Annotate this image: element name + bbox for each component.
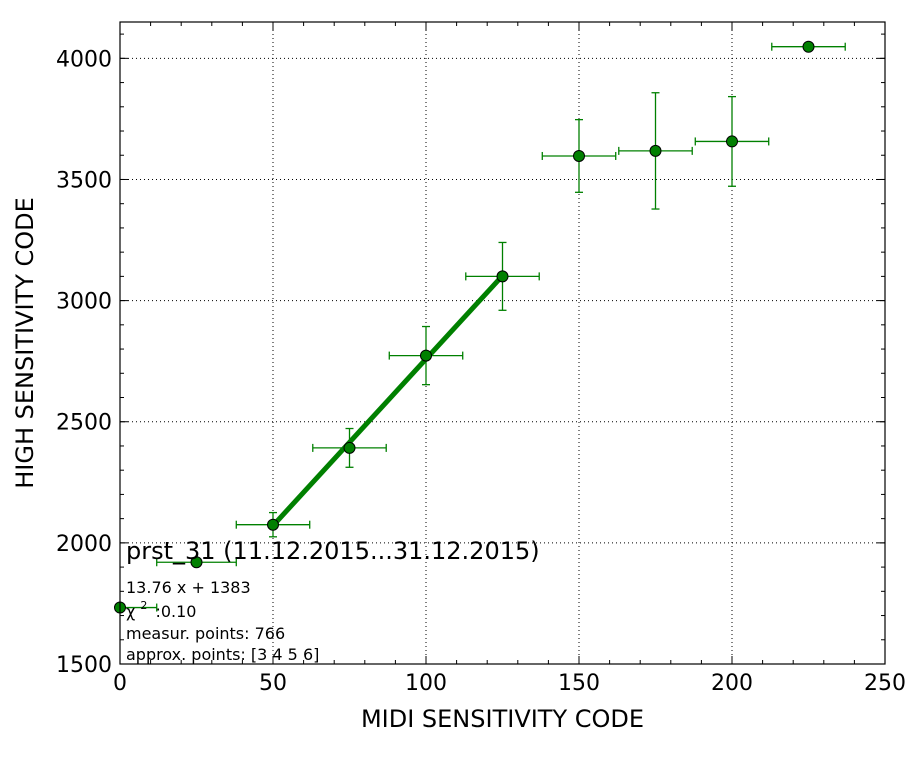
data-point xyxy=(235,511,311,538)
fit-line-layer xyxy=(271,273,505,528)
point-marker xyxy=(726,135,738,148)
data-point xyxy=(541,118,617,193)
data-point xyxy=(694,95,770,187)
data-point xyxy=(312,427,387,468)
point-marker xyxy=(343,441,356,454)
y-tick-label: 4000 xyxy=(56,47,112,72)
grid xyxy=(120,22,885,664)
y-tick-label: 3500 xyxy=(56,168,112,193)
x-tick-label: 100 xyxy=(405,671,447,696)
point-marker xyxy=(573,149,585,162)
x-axis-label: MIDI SENSITIVITY CODE xyxy=(361,705,644,733)
y-tick-label: 1500 xyxy=(56,653,112,678)
data-points xyxy=(114,40,846,614)
chi-value: :0.10 xyxy=(155,602,196,621)
point-marker xyxy=(190,556,203,569)
plot-frame xyxy=(119,21,886,665)
y-tick-label: 3000 xyxy=(56,290,112,315)
annotation-measur-points: measur. points: 766 xyxy=(126,624,285,643)
x-tick-labels: 0 50 100 150 200 250 xyxy=(113,671,906,696)
data-point xyxy=(771,40,846,53)
point-marker xyxy=(649,144,662,157)
data-point xyxy=(156,556,237,569)
y-tick-labels: 1500 2000 2500 3000 3500 4000 xyxy=(56,47,112,678)
point-marker xyxy=(267,518,279,531)
x-tick-label: 50 xyxy=(259,671,287,696)
y-tick-label: 2500 xyxy=(56,411,112,436)
fit-annotation: prst_31 (11.12.2015...31.12.2015) 13.76 … xyxy=(126,537,540,664)
chi-symbol: χ xyxy=(126,602,135,621)
x-tick-label: 250 xyxy=(864,671,906,696)
annotation-approx-points: approx. points: [3 4 5 6] xyxy=(126,645,319,664)
x-tick-label: 0 xyxy=(113,671,127,696)
annotation-equation: 13.76 x + 1383 xyxy=(126,578,251,597)
point-marker xyxy=(420,349,432,362)
annotation-chi-square: χ 2 :0.10 xyxy=(126,594,196,621)
minor-ticks xyxy=(119,22,886,665)
data-point xyxy=(388,325,464,386)
y-tick-label: 2000 xyxy=(56,532,112,557)
point-marker xyxy=(496,270,509,283)
chi-superscript: 2 xyxy=(140,599,147,612)
x-tick-label: 150 xyxy=(558,671,600,696)
point-marker xyxy=(802,40,815,53)
data-point xyxy=(465,241,540,311)
fit-line xyxy=(271,273,505,528)
y-axis-label: HIGH SENSITIVITY CODE xyxy=(11,197,39,489)
annotation-title: prst_31 (11.12.2015...31.12.2015) xyxy=(126,537,540,565)
data-point xyxy=(618,92,693,210)
x-tick-label: 200 xyxy=(711,671,753,696)
